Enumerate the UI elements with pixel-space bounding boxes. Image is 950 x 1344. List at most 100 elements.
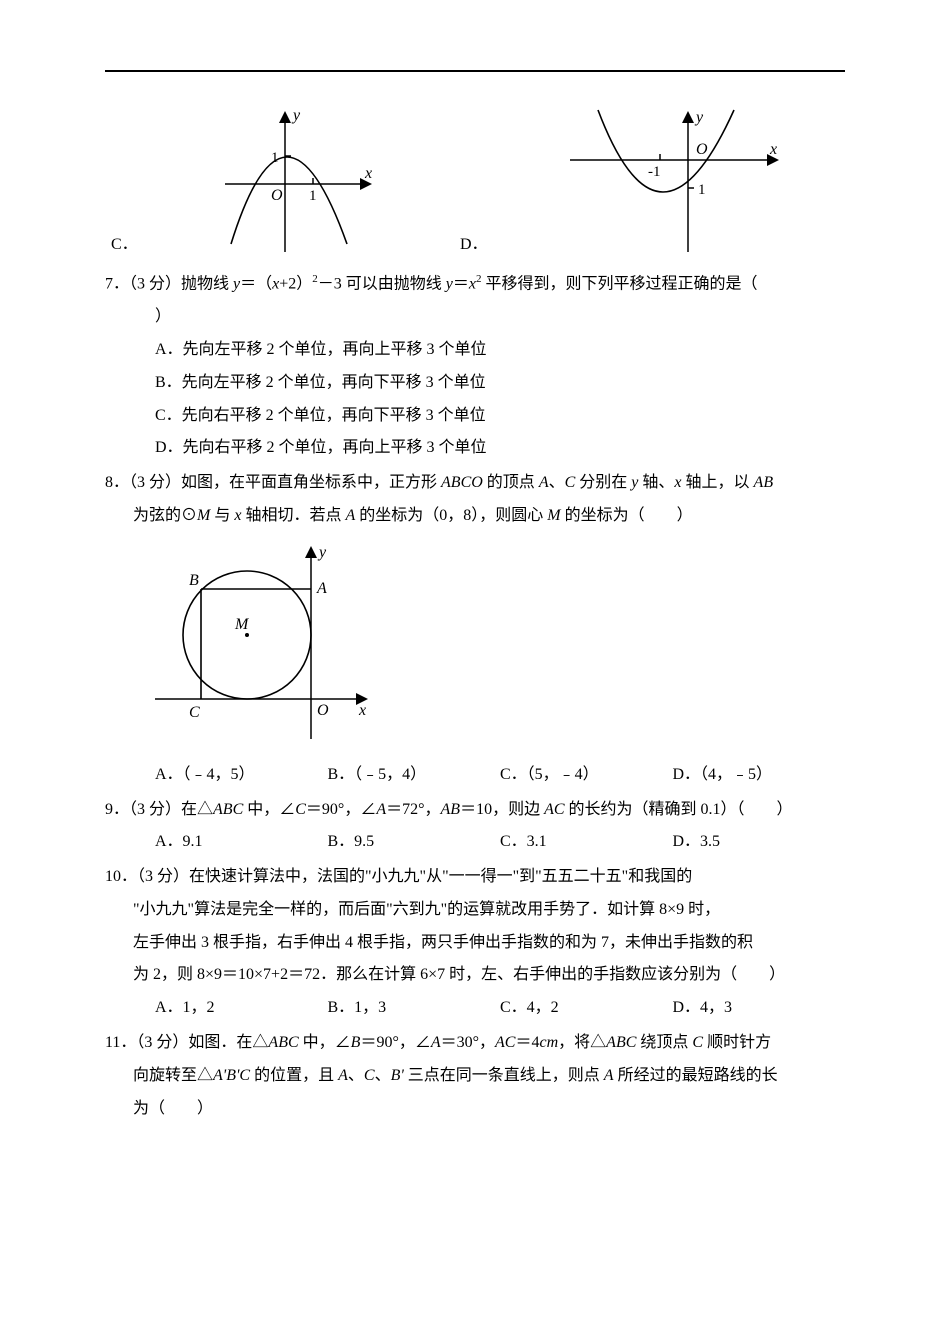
q7-y2: y [446,275,453,292]
q7-opt-c: C．先向右平移 2 个单位，再向下平移 3 个单位 [105,400,845,433]
q7-paren: ） [105,301,845,334]
fig-d-tick-one: 1 [698,182,706,198]
q8-ca: A．（﹣4，5） [155,759,328,792]
q11-1a: 11．（3 分）如图．在△ [105,1034,268,1051]
q7-b: ＝（ [240,275,272,292]
q7-opt-a: A．先向左平移 2 个单位，再向上平移 3 个单位 [105,334,845,367]
q8-l1c: 、 [549,474,565,491]
q9-choices: A．9.1 B．9.5 C．3.1 D．3.5 [105,826,845,859]
q11-2f: 所经过的最短路线的长 [614,1067,778,1084]
q8-x: x [674,474,681,491]
q7-opt-d: D．先向右平移 2 个单位，再向上平移 3 个单位 [105,432,845,465]
q9-cc: C．3.1 [500,826,673,859]
q8-abco: ABCO [441,474,483,491]
option-d-label: D． [454,230,494,262]
q11-2d: 、 [375,1067,391,1084]
q8-M2: M [547,507,560,524]
fig-c-x: x [364,165,372,182]
q11-l2: 向旋转至△A'B'C 的位置，且 A、C、B' 三点在同一条直线上，则点 A 所… [105,1060,845,1093]
q8-line1: 8．（3 分）如图，在平面直角坐标系中，正方形 ABCO 的顶点 A、C 分别在… [105,467,845,500]
fig-d-x: x [769,141,777,158]
q7-d: －3 可以由抛物线 [318,275,446,292]
q8-cd: D．（4，﹣5） [673,759,846,792]
q8-A2: A [345,507,355,524]
fig-c-tick-y: 1 [271,150,279,166]
q11-abc: ABC [268,1034,298,1051]
graph-d-svg: O x y -1 1 [564,106,784,258]
q7-x2: x [469,275,476,292]
q11-A: A [431,1034,441,1051]
q8-fig-O: O [317,702,329,719]
q8-AB: AB [754,474,774,491]
q10-ca: A．1，2 [155,992,328,1025]
q11-AC: AC [495,1034,515,1051]
q9-cd: D．3.5 [673,826,846,859]
q11-1c: ＝90°，∠ [360,1034,430,1051]
q7-c: +2） [279,275,312,292]
q8-line2: 为弦的⊙M 与 x 轴相切．若点 A 的坐标为（0，8），则圆心 M 的坐标为（… [105,500,845,533]
q11-cm: cm [540,1034,559,1051]
q8-fig-C: C [189,704,200,721]
q9-e: ＝10，则边 [460,801,544,818]
q11-Bp: B' [391,1067,404,1084]
q11-2a: 向旋转至△ [133,1067,213,1084]
figure-d: O x y -1 1 [504,100,845,262]
q8-l1e: 轴、 [638,474,674,491]
q10-cc: C．4，2 [500,992,673,1025]
q10-choices: A．1，2 B．1，3 C．4，2 D．4，3 [105,992,845,1025]
q8-l1b: 的顶点 [483,474,539,491]
q11-1d: ＝30°， [441,1034,495,1051]
q11-apbpc: A'B'C [213,1067,250,1084]
q9-cb: B．9.5 [328,826,501,859]
fig-c-tick-x: 1 [309,188,317,204]
q8-fig-A: A [316,580,327,597]
q10-l4: 为 2，则 8×9＝10×7+2＝72．那么在计算 6×7 时，左、右手伸出的手… [105,959,845,992]
q8-fig-x: x [358,702,366,719]
q9-d: ＝72°， [386,801,440,818]
q8-l2d: 的坐标为（0，8），则圆心 [355,507,547,524]
q8-fig-y: y [317,544,327,561]
question-7: 7．（3 分）抛物线 y＝（x+2）2－3 可以由抛物线 y＝x2 平移得到，则… [105,268,845,465]
graph-c-svg: O x y 1 1 [219,106,379,258]
q11-l3: 为（ ） [105,1093,845,1126]
q11-2b: 的位置，且 [250,1067,338,1084]
q11-2e: 三点在同一条直线上，则点 [404,1067,604,1084]
q9-A: A [376,801,386,818]
q7-stem: 7．（3 分）抛物线 y＝（x+2）2－3 可以由抛物线 y＝x2 平移得到，则… [105,268,845,301]
figure-row-cd: C． O x y 1 1 D． [105,100,845,262]
q8-fig-M: M [234,616,250,633]
q8-l2b: 与 [210,507,234,524]
q8-figure: O x y A B C M [147,539,845,749]
option-c-label: C． [105,230,144,262]
q8-A1: A [539,474,549,491]
q11-abc2: ABC [606,1034,636,1051]
fig-c-origin: O [271,187,283,204]
fig-d-y: y [694,109,704,126]
q11-C: C [692,1034,703,1051]
q9-c: ＝90°，∠ [306,801,376,818]
q10-cd: D．4，3 [673,992,846,1025]
question-10: 10．（3 分）在快速计算法中，法国的"小九九"从"一一得一"到"五五二十五"和… [105,861,845,1025]
q10-l3: 左手伸出 3 根手指，右手伸出 4 根手指，两只手伸出手指数的和为 7，未伸出手… [105,927,845,960]
q8-M1: M [197,507,210,524]
q7-f: 平移得到，则下列平移过程正确的是（ [482,275,758,292]
q9-ca: A．9.1 [155,826,328,859]
q8-cb: B．（﹣5，4） [328,759,501,792]
figure-c: O x y 1 1 [144,100,454,262]
top-rule [105,70,845,72]
fig-c-y: y [291,107,301,124]
q9-AC: AC [544,801,564,818]
question-9: 9．（3 分）在△ABC 中，∠C＝90°，∠A＝72°，AB＝10，则边 AC… [105,794,845,860]
q8-choices: A．（﹣4，5） B．（﹣5，4） C．（5，﹣4） D．（4，﹣5） [105,759,845,792]
q11-1f: ，将△ [558,1034,606,1051]
q11-l1: 11．（3 分）如图．在△ABC 中，∠B＝90°，∠A＝30°，AC＝4cm，… [105,1027,845,1060]
q9-b: 中，∠ [243,801,295,818]
q9-C: C [295,801,306,818]
q11-A2: A [338,1067,348,1084]
q11-1g: 绕顶点 [636,1034,692,1051]
fig-d-origin: O [696,141,708,158]
q11-2c: 、 [348,1067,364,1084]
question-11: 11．（3 分）如图．在△ABC 中，∠B＝90°，∠A＝30°，AC＝4cm，… [105,1027,845,1125]
q8-l1f: 轴上，以 [682,474,754,491]
q7-a: 7．（3 分）抛物线 [105,275,233,292]
